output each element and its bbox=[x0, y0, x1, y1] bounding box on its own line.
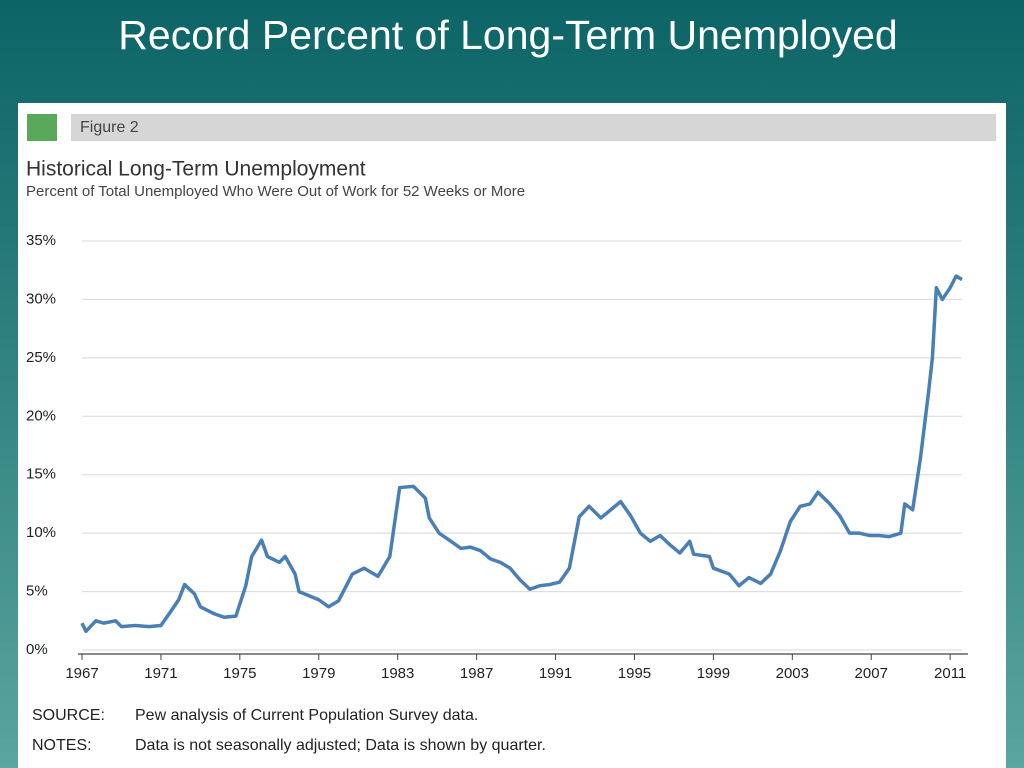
y-tick-label: 35% bbox=[26, 232, 56, 249]
x-tick-label: 1995 bbox=[618, 665, 651, 682]
y-tick-label: 10% bbox=[26, 524, 56, 541]
y-tick-label: 15% bbox=[26, 466, 56, 483]
slide-title: Record Percent of Long-Term Unemployed bbox=[118, 12, 897, 58]
x-tick-label: 1967 bbox=[65, 665, 98, 682]
x-tick-label: 1979 bbox=[302, 665, 335, 682]
y-tick-label: 25% bbox=[26, 349, 56, 366]
x-tick-label: 1971 bbox=[144, 665, 177, 682]
x-tick-label: 2003 bbox=[776, 665, 809, 682]
notes-text: Data is not seasonally adjusted; Data is… bbox=[135, 737, 546, 754]
x-tick-label: 1999 bbox=[697, 665, 730, 682]
chart-title: Historical Long-Term Unemployment bbox=[26, 158, 366, 181]
figure-bar bbox=[71, 114, 996, 141]
y-tick-label: 5% bbox=[26, 583, 48, 600]
x-tick-label: 1975 bbox=[223, 665, 256, 682]
x-tick-label: 1987 bbox=[460, 665, 493, 682]
x-tick-label: 1991 bbox=[539, 665, 572, 682]
panel bbox=[18, 103, 1006, 768]
y-tick-label: 20% bbox=[26, 407, 56, 424]
x-tick-label: 2011 bbox=[934, 665, 966, 682]
source-label: SOURCE: bbox=[32, 707, 105, 724]
y-tick-label: 0% bbox=[26, 641, 48, 658]
plot: 0% 5% 10% 15% 20% 25% 30% 35% 1967 1971 1975 1979 19… bbox=[26, 232, 968, 682]
data-line bbox=[80, 274, 963, 634]
figure-swatch bbox=[27, 114, 57, 141]
figure-label: Figure 2 bbox=[80, 119, 139, 136]
notes-label: NOTES: bbox=[32, 737, 92, 754]
y-tick-label: 30% bbox=[26, 290, 56, 307]
x-tick-label: 2007 bbox=[855, 665, 888, 682]
source-text: Pew analysis of Current Population Surve… bbox=[135, 707, 478, 724]
chart-subtitle: Percent of Total Unemployed Who Were Out… bbox=[26, 183, 525, 200]
x-tick-label: 1983 bbox=[381, 665, 414, 682]
